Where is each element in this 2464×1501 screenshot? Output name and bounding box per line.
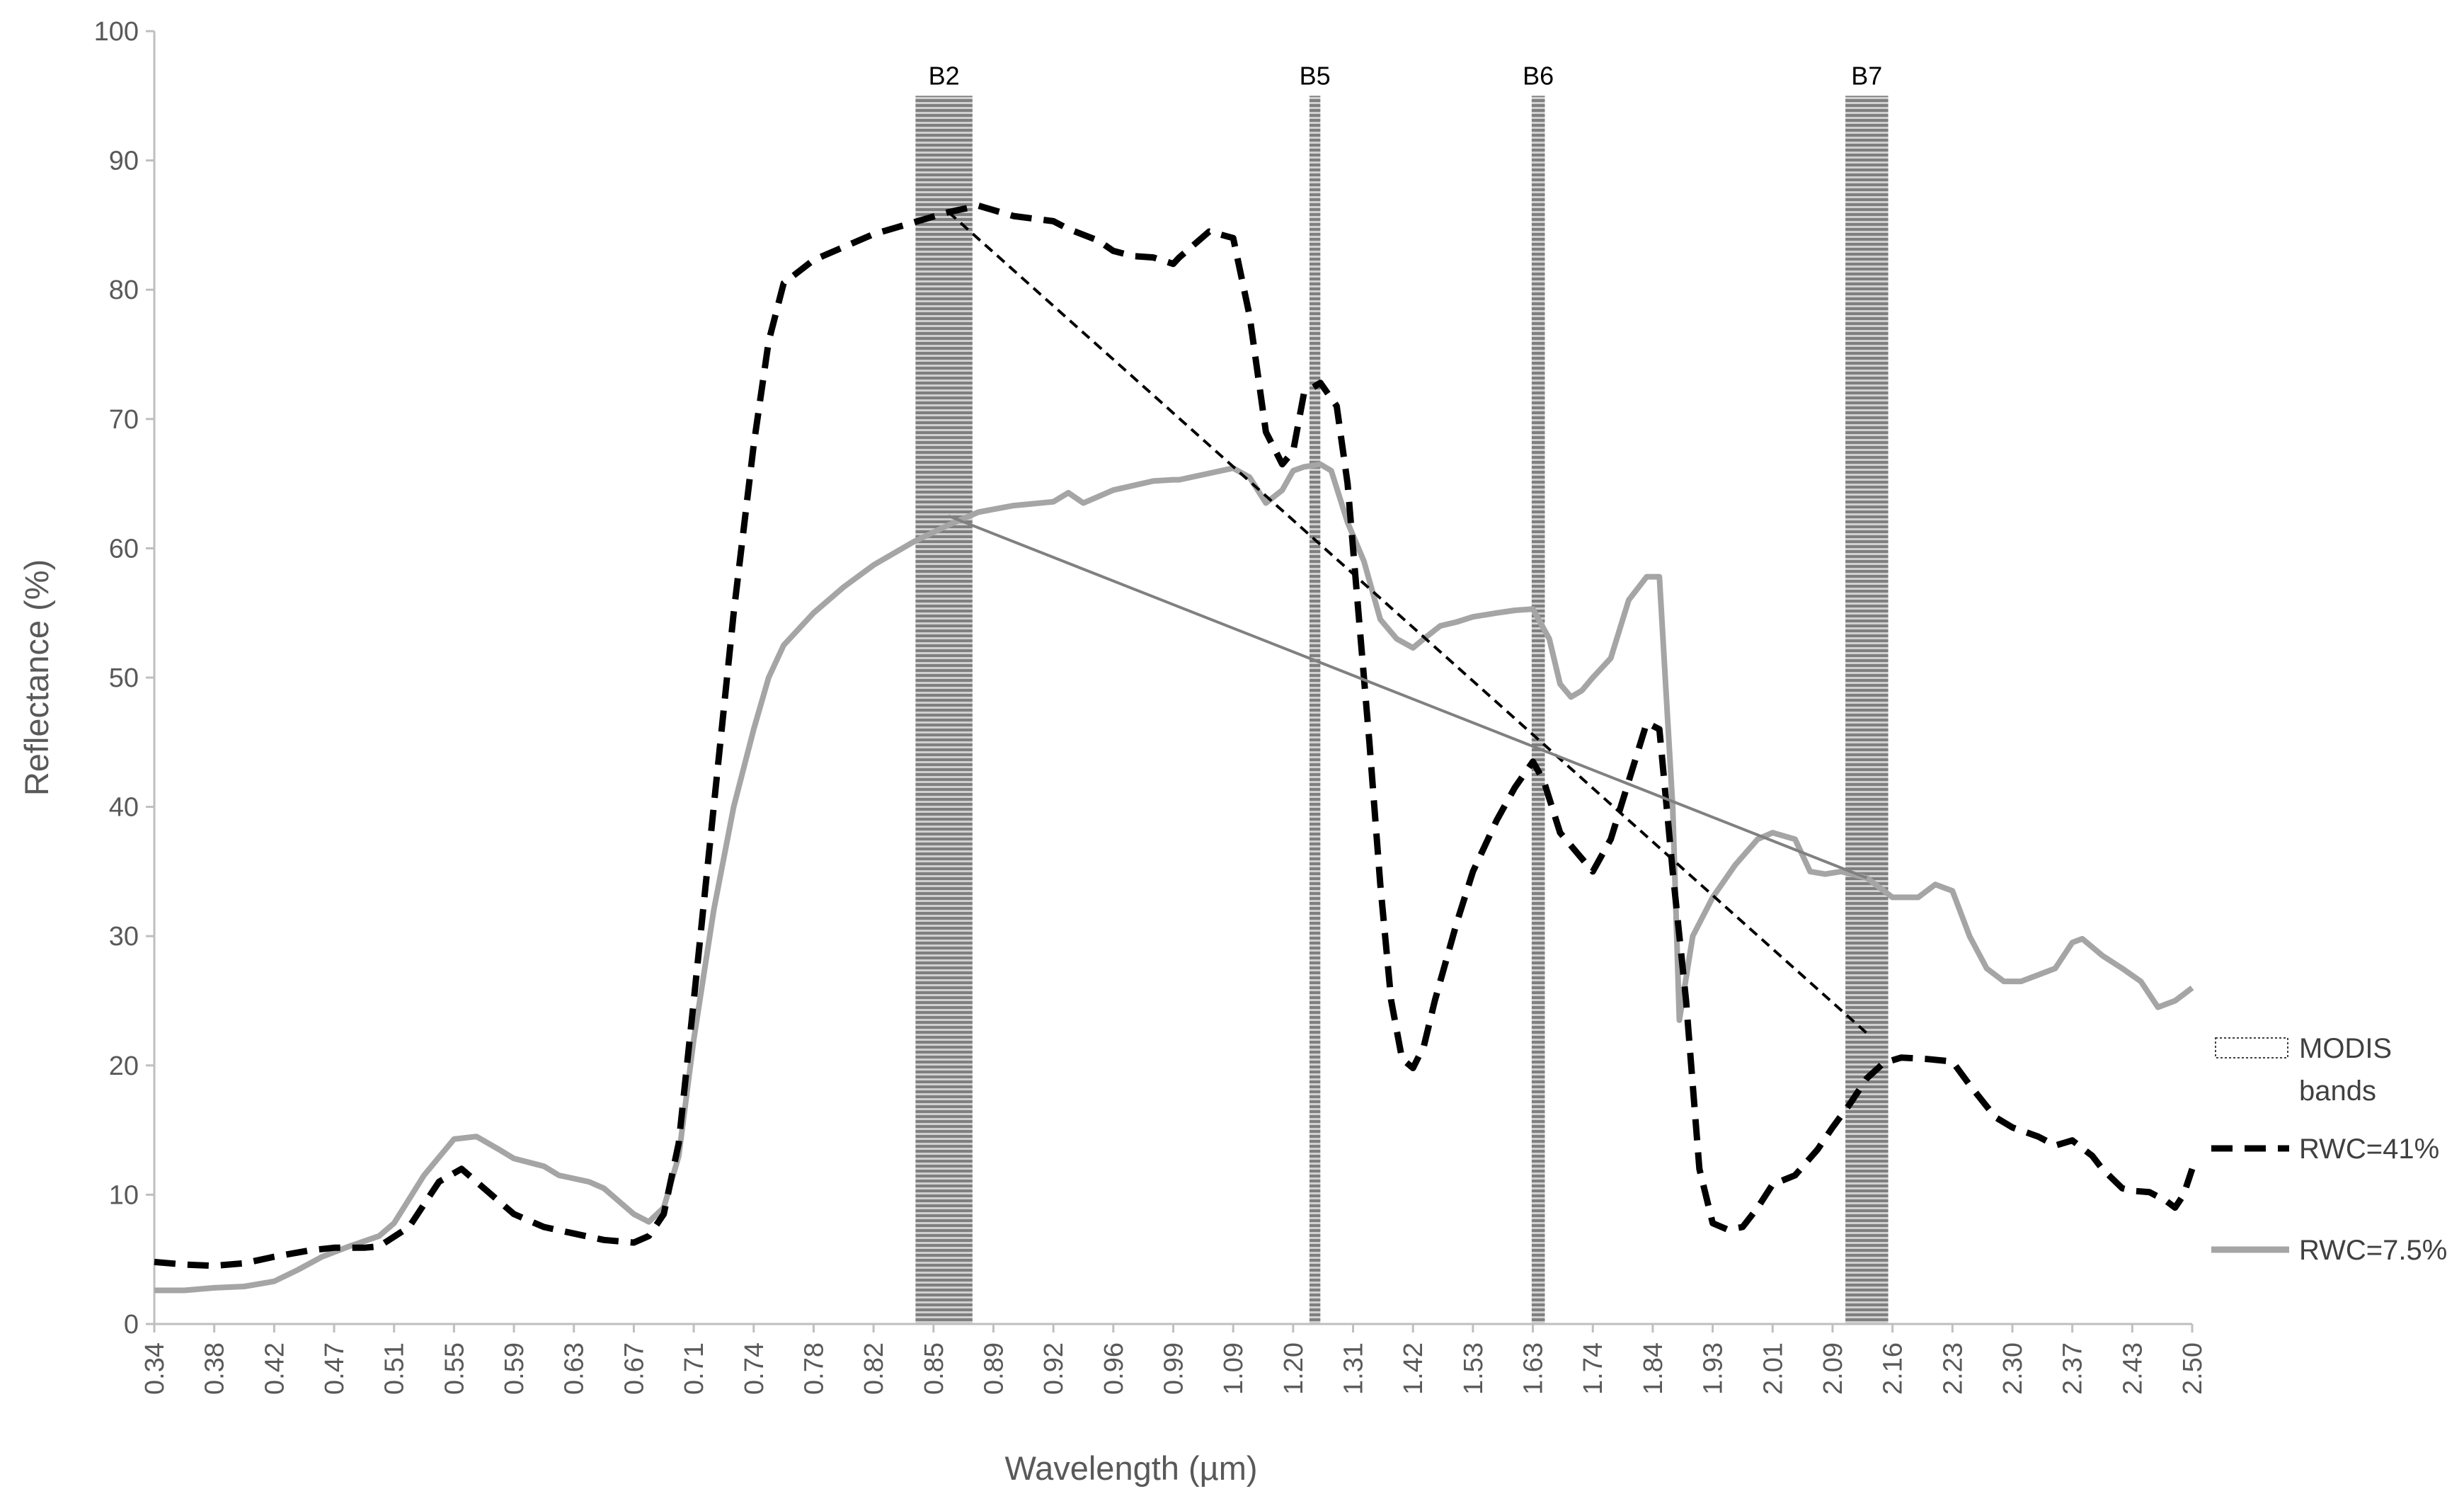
x-axis-title: Wavelength (µm) [1004, 1449, 1257, 1487]
band-label-b5: B5 [1300, 61, 1331, 90]
y-tick-label: 0 [124, 1310, 139, 1340]
y-tick-label: 70 [109, 405, 139, 435]
band-labels: B2 B5 B6 B7 [929, 61, 1883, 90]
y-tick-label: 90 [109, 147, 139, 176]
legend-band-swatch [2215, 1037, 2288, 1058]
modis-band-b5 [1309, 96, 1321, 1324]
x-tick-label: 0.38 [200, 1342, 230, 1395]
x-tick-label: 2.09 [1818, 1342, 1848, 1395]
x-tick-label: 1.42 [1399, 1342, 1428, 1395]
x-tick-label: 1.93 [1699, 1342, 1729, 1395]
y-tick-label: 30 [109, 922, 139, 952]
x-tick-labels: 0.34 0.38 0.42 0.47 0.51 0.55 0.59 0.63 0.67 0.71… [140, 1324, 2208, 1395]
x-tick-label: 1.84 [1639, 1342, 1668, 1395]
x-tick-label: 0.74 [740, 1342, 769, 1395]
x-tick-label: 0.63 [560, 1342, 590, 1395]
x-tick-label: 2.50 [2178, 1342, 2208, 1395]
x-tick-label: 1.31 [1339, 1342, 1369, 1395]
x-tick-label: 0.34 [140, 1342, 170, 1395]
legend-label-bands-line2: bands [2299, 1075, 2376, 1107]
x-tick-label: 2.43 [2118, 1342, 2148, 1395]
y-axis-title: Reflectance (%) [18, 559, 55, 796]
x-tick-label: 0.67 [619, 1342, 649, 1395]
y-tick-label: 20 [109, 1051, 139, 1081]
modis-band-b7 [1845, 96, 1889, 1324]
x-tick-label: 0.99 [1159, 1342, 1189, 1395]
x-tick-label: 0.51 [380, 1342, 410, 1395]
x-tick-label: 1.20 [1279, 1342, 1309, 1395]
trend-line-rwc41 [947, 211, 1868, 1034]
legend-label-rwc75: RWC=7.5% [2299, 1235, 2447, 1266]
series-line-rwc75 [154, 461, 2194, 1294]
y-tick-labels: 0 10 20 30 40 50 60 70 80 90 100 [94, 17, 154, 1340]
x-tick-label: 1.74 [1578, 1342, 1608, 1395]
y-tick-label: 50 [109, 663, 139, 693]
legend-label-bands-line1: MODIS [2299, 1033, 2392, 1064]
x-tick-label: 0.82 [859, 1342, 889, 1395]
x-tick-label: 2.23 [1938, 1342, 1968, 1395]
series [154, 202, 2196, 1294]
y-tick-label: 10 [109, 1180, 139, 1210]
y-tick-label: 100 [94, 17, 139, 47]
modis-bands [915, 96, 1889, 1324]
modis-band-b2 [915, 96, 973, 1324]
band-label-b2: B2 [929, 61, 960, 90]
x-tick-label: 0.85 [919, 1342, 949, 1395]
band-label-b7: B7 [1851, 61, 1882, 90]
x-tick-label: 0.78 [799, 1342, 829, 1395]
x-tick-label: 1.53 [1459, 1342, 1489, 1395]
x-tick-label: 0.92 [1039, 1342, 1069, 1395]
x-tick-label: 2.37 [2058, 1342, 2088, 1395]
y-tick-label: 80 [109, 275, 139, 305]
y-tick-label: 60 [109, 534, 139, 564]
x-tick-label: 0.96 [1099, 1342, 1129, 1395]
x-tick-label: 2.01 [1758, 1342, 1788, 1395]
x-tick-label: 0.47 [320, 1342, 350, 1395]
x-tick-label: 1.09 [1219, 1342, 1249, 1395]
x-tick-label: 0.55 [440, 1342, 469, 1395]
modis-band-b6 [1531, 96, 1545, 1324]
x-tick-label: 0.59 [500, 1342, 529, 1395]
x-tick-label: 2.30 [1998, 1342, 2028, 1395]
x-tick-label: 1.63 [1519, 1342, 1549, 1395]
series-line-rwc41 [154, 202, 2196, 1269]
legend-label-rwc41: RWC=41% [2299, 1134, 2439, 1165]
x-tick-label: 0.89 [979, 1342, 1009, 1395]
y-tick-label: 40 [109, 793, 139, 823]
band-label-b6: B6 [1523, 61, 1554, 90]
x-tick-label: 0.42 [260, 1342, 290, 1395]
trend-line-rwc75 [948, 514, 1868, 879]
x-tick-label: 2.16 [1879, 1342, 1908, 1395]
x-tick-label: 0.71 [680, 1342, 709, 1395]
legend: MODIS bands RWC=41% RWC=7.5% [2211, 1033, 2447, 1266]
